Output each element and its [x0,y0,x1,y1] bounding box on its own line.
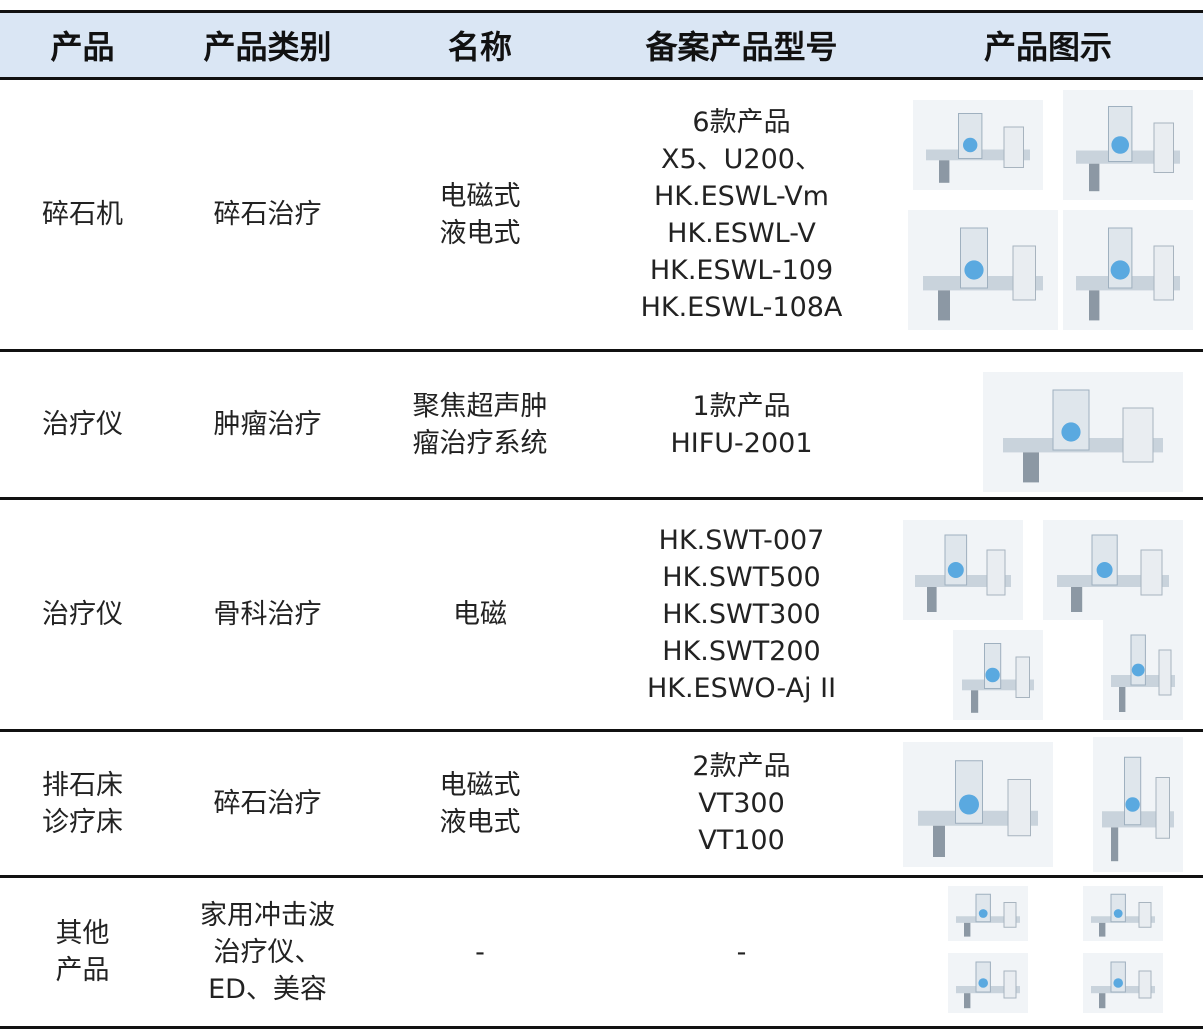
cell-line: 产品 [55,955,110,986]
header-row: 产品 产品类别 名称 备案产品型号 产品图示 [0,10,1203,80]
cell-line: HK.ESWL-V [667,217,816,249]
cell-line: 液电式 [439,217,521,249]
table-cell: HK.SWT-007 HK.SWT500 HK.SWT300 HK.SWT200 HK.… [590,498,893,732]
table-row: 碎石机 碎石治疗 电磁式液电式 6款产品 X5、U200、 HK.ESWL-Vm HK.ES… [0,78,1203,352]
table-cell: 其他 产品 [0,876,165,1029]
table-cell: 电磁 [370,498,590,732]
cell-line: 碎石治疗 [213,788,322,819]
table-cell: 2款产品 VT300 VT100 [590,730,893,878]
table-row: 治疗仪 骨科治疗 电磁 HK.SWT-007 HK.SWT500 HK.SWT300 HK.… [0,498,1203,732]
product-image [1093,737,1183,872]
table-cell: 肿瘤治疗 [165,350,370,500]
cell-line: 1款产品 [692,390,791,422]
cell-line: HIFU-2001 [670,427,813,459]
product-image [908,210,1058,330]
cell-line: VT300 [698,788,785,819]
image-cell [893,876,1203,1029]
cell-line: HK.SWT-007 [658,525,825,556]
product-image [1063,210,1193,330]
cell-line: 家用冲击波 [200,899,335,931]
table-cell: 治疗仪 [0,498,165,732]
cell-line: - [736,936,747,968]
cell-line: HK.SWT500 [662,562,821,593]
image-cell [893,78,1203,352]
image-cell [893,350,1203,500]
table-cell: 6款产品 X5、U200、 HK.ESWL-Vm HK.ESWL-V HK.ESWL-1… [590,78,893,352]
cell-line: 碎石机 [42,199,123,230]
table-cell: - [590,876,893,1029]
cell-line: 诊疗床 [42,806,123,838]
cell-line: HK.SWT300 [662,599,821,630]
product-image [1103,620,1183,720]
table-row: 治疗仪 肿瘤治疗 聚焦超声肿瘤治疗系统 1款产品 HIFU-2001 [0,350,1203,500]
cell-line: 治疗仪、 [213,936,322,968]
cell-line: HK.ESWL-109 [649,254,834,286]
table-cell: 碎石治疗 [165,730,370,878]
cell-line: 2款产品 [692,751,791,782]
table-row: 排石床诊疗床 碎石治疗 电磁式液电式 2款产品 VT300 VT100 [0,730,1203,878]
cell-line: 电磁式 [439,769,521,801]
image-cell [893,730,1203,878]
cell-line: HK.ESWL-108A [640,291,843,323]
header-cell: 产品 [0,10,165,80]
page: 产品 产品类别 名称 备案产品型号 产品图示 碎石机 碎石治疗 电磁式 液电式 6款产品 X5、U… [0,10,1203,1032]
product-image [948,886,1028,941]
table-cell: 1款产品 HIFU-2001 [590,350,893,500]
product-images [903,737,1183,872]
header-cell: 产品图示 [893,10,1203,80]
table-cell: 聚焦超声肿瘤治疗系统 [370,350,590,500]
product-image [1043,520,1183,620]
product-images [983,372,1183,492]
cell-line: X5、U200、 [661,143,822,175]
table-body: 碎石机 碎石治疗 电磁式 液电式 6款产品 X5、U200、 HK.ESWL-Vm HK.ES… [0,78,1203,1029]
cell-line: 其他 [55,918,110,949]
cell-line: HK.ESWL-Vm [654,180,829,212]
product-table: 产品 产品类别 名称 备案产品型号 产品图示 碎石机 碎石治疗 电磁式 液电式 6款产品 X5、U… [0,10,1203,1029]
cell-line: 骨科治疗 [213,599,322,630]
cell-line: 碎石治疗 [213,199,322,230]
header-cell: 备案产品型号 [590,10,893,80]
table-cell: 治疗仪 [0,350,165,500]
cell-line: 瘤治疗系统 [412,427,548,459]
product-image [953,630,1043,720]
product-images [908,90,1193,330]
header-cell: 名称 [370,10,590,80]
table-cell: 碎石治疗 [165,78,370,352]
product-image [903,520,1023,620]
cell-line: 电磁 [453,599,507,630]
cell-line: 液电式 [439,806,521,838]
product-image [903,742,1053,867]
table-cell: 家用冲击波治疗仪、 ED、美容 [165,876,370,1029]
product-image [983,372,1183,492]
product-image [1083,953,1163,1013]
cell-line: 排石床 [42,769,123,801]
header-cell: 产品类别 [165,10,370,80]
table-cell: 电磁式 液电式 [370,730,590,878]
cell-line: 聚焦超声肿 [412,390,548,422]
cell-line: HK.SWT200 [662,636,821,667]
product-image [948,953,1028,1013]
cell-line: 治疗仪 [42,409,123,440]
cell-line: - [475,936,485,968]
cell-line: ED、美容 [208,973,327,1005]
cell-line: 治疗仪 [42,599,123,630]
table-cell: 碎石机 [0,78,165,352]
table-row: 其他产品 家用冲击波治疗仪、 ED、美容 - - [0,876,1203,1029]
cell-line: HK.ESWO-Aj II [646,673,837,704]
table-cell: 电磁式 液电式 [370,78,590,352]
product-image [1063,90,1193,200]
table-cell: 骨科治疗 [165,498,370,732]
image-cell [893,498,1203,732]
cell-line: VT100 [698,825,785,856]
cell-line: 肿瘤治疗 [213,409,322,440]
cell-line: 电磁式 [439,180,521,212]
product-images [948,886,1163,1013]
product-images [903,520,1183,720]
table-cell: - [370,876,590,1029]
product-image [913,100,1043,190]
product-image [1083,886,1163,941]
table-cell: 排石床 诊疗床 [0,730,165,878]
cell-line: 6款产品 [692,106,791,138]
